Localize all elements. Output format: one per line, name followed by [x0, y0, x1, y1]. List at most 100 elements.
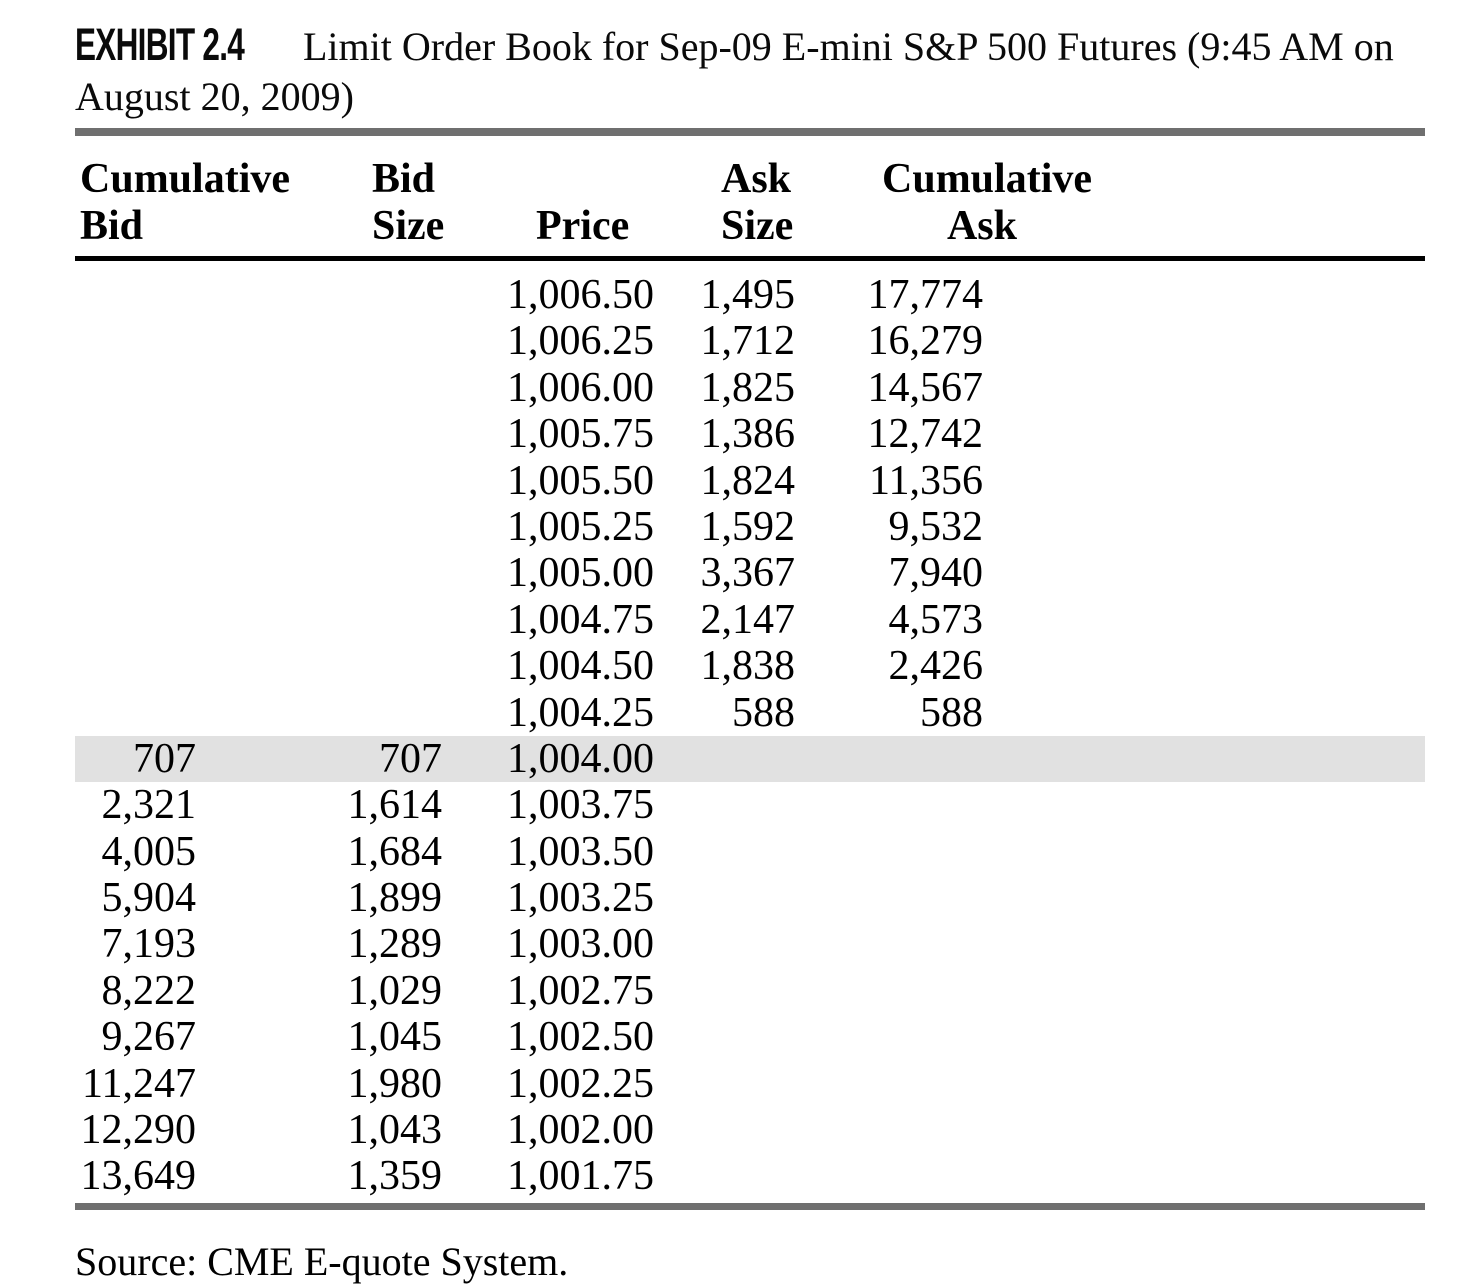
- bid-size-value: [196, 272, 442, 318]
- order-book-row: 1,004.75 2,147 4,573: [75, 597, 1425, 643]
- ask-size-value: [654, 1153, 795, 1199]
- bid-size-value: 1,029: [347, 967, 443, 1014]
- cumulative-ask-value: [795, 1107, 983, 1153]
- price-value: 1,002.50: [507, 1014, 654, 1061]
- ask-size-value: 1,495: [700, 272, 796, 318]
- price-value: 1,004.75: [507, 596, 654, 643]
- cumulative-bid-value: 4,005: [101, 828, 197, 875]
- order-book-rows: 1,006.50 1,495 17,774 1,006.25 1,712 16,…: [75, 272, 1425, 1200]
- ask-size-value: [654, 968, 795, 1014]
- cumulative-bid-value: [75, 411, 196, 457]
- bid-size-value: [196, 504, 442, 550]
- cumulative-ask-value: [795, 1014, 983, 1060]
- order-book-row: 1,006.50 1,495 17,774: [75, 272, 1425, 318]
- cumulative-bid-value: 707: [133, 735, 196, 782]
- price-value: 1,006.50: [507, 272, 654, 318]
- cumulative-ask-value: [795, 968, 983, 1014]
- cumulative-ask-value: [795, 921, 983, 967]
- bid-size-value: 1,980: [347, 1060, 443, 1107]
- order-book-row: 9,267 1,045 1,002.50: [75, 1014, 1425, 1060]
- column-header-line: Cumulative: [882, 156, 1092, 202]
- order-book-row: 1,005.50 1,824 11,356: [75, 458, 1425, 504]
- column-header-line: Size: [372, 203, 445, 249]
- order-book-row: 1,005.25 1,592 9,532: [75, 504, 1425, 550]
- order-book-row: 1,005.75 1,386 12,742: [75, 411, 1425, 457]
- order-book-row: 11,247 1,980 1,002.25: [75, 1061, 1425, 1107]
- bid-size-value: [196, 597, 442, 643]
- price-value: 1,001.75: [507, 1153, 654, 1200]
- cumulative-bid-value: [75, 504, 196, 550]
- ask-size-value: 1,386: [700, 411, 796, 458]
- bottom-divider-bar: [75, 1202, 1425, 1210]
- ask-size-value: [654, 1061, 795, 1107]
- column-header-bid-size: Bid Size: [372, 156, 444, 250]
- cumulative-ask-value: 7,940: [888, 550, 984, 597]
- ask-size-value: [654, 1014, 795, 1060]
- cumulative-ask-value: 588: [920, 689, 983, 736]
- cumulative-ask-value: [795, 1153, 983, 1199]
- price-value: 1,005.50: [507, 457, 654, 504]
- column-header-line: Price: [536, 203, 630, 249]
- ask-size-value: [654, 875, 795, 921]
- cumulative-ask-value: 17,774: [867, 272, 984, 318]
- bid-size-value: [196, 411, 442, 457]
- cumulative-bid-value: [75, 318, 196, 364]
- price-value: 1,003.50: [507, 828, 654, 875]
- order-book-row: 12,290 1,043 1,002.00: [75, 1107, 1425, 1153]
- cumulative-ask-value: 2,426: [888, 643, 984, 690]
- cumulative-ask-value: 9,532: [888, 503, 984, 550]
- bid-size-value: 1,043: [347, 1107, 443, 1154]
- cumulative-bid-value: 5,904: [101, 875, 197, 922]
- ask-size-value: 2,147: [700, 596, 796, 643]
- source-note: Source: CME E-quote System.: [75, 1238, 569, 1284]
- cumulative-bid-value: 11,247: [82, 1060, 196, 1107]
- bid-size-value: 1,614: [347, 782, 443, 829]
- ask-size-value: 1,838: [700, 643, 796, 690]
- cumulative-bid-value: [75, 365, 196, 411]
- bid-size-value: 1,289: [347, 921, 443, 968]
- exhibit-content: EXHIBIT 2.4 Limit Order Book for Sep-09 E…: [75, 20, 1427, 1287]
- column-header-line: Ask: [946, 203, 1018, 249]
- cumulative-ask-value: [795, 736, 983, 782]
- order-book-row: 7,193 1,289 1,003.00: [75, 921, 1425, 967]
- column-header-cumulative-bid: Cumulative Bid: [80, 156, 290, 250]
- bid-size-value: 1,899: [347, 875, 443, 922]
- cumulative-ask-value: 12,742: [867, 411, 984, 458]
- cumulative-ask-value: 4,573: [888, 596, 984, 643]
- header-rule: [75, 256, 1425, 261]
- price-value: 1,004.25: [507, 689, 654, 736]
- ask-size-value: 1,592: [700, 503, 796, 550]
- ask-size-value: [654, 829, 795, 875]
- column-header-line: Cumulative: [80, 156, 290, 202]
- cumulative-bid-value: [75, 643, 196, 689]
- ask-size-value: [654, 782, 795, 828]
- ask-size-value: 1,825: [700, 364, 796, 411]
- price-value: 1,002.25: [507, 1060, 654, 1107]
- price-value: 1,002.00: [507, 1107, 654, 1154]
- price-value: 1,006.00: [507, 364, 654, 411]
- price-value: 1,003.25: [507, 875, 654, 922]
- price-value: 1,005.75: [507, 411, 654, 458]
- column-header-line: Bid: [372, 156, 436, 202]
- cumulative-bid-value: 12,290: [80, 1107, 197, 1154]
- cumulative-bid-value: [75, 690, 196, 736]
- price-value: 1,002.75: [507, 967, 654, 1014]
- order-book-row: 1,004.50 1,838 2,426: [75, 643, 1425, 689]
- exhibit-label: EXHIBIT 2.4: [75, 20, 255, 72]
- order-book-row: 5,904 1,899 1,003.25: [75, 875, 1425, 921]
- column-header-line: Size: [721, 203, 794, 249]
- cumulative-ask-value: [795, 782, 983, 828]
- order-book-header-row: Cumulative Bid Bid Size Price Ask Size C…: [75, 136, 1427, 256]
- bid-size-value: [196, 365, 442, 411]
- cumulative-ask-value: 16,279: [867, 318, 984, 365]
- price-value: 1,005.25: [507, 503, 654, 550]
- order-book-row: 1,004.25 588 588: [75, 690, 1425, 736]
- cumulative-bid-value: 9,267: [101, 1014, 197, 1061]
- exhibit-title-text: Limit Order Book for Sep-09 E-mini S&P 5…: [75, 24, 1394, 119]
- bid-size-value: 1,045: [347, 1014, 443, 1061]
- ask-size-value: [654, 736, 795, 782]
- bid-size-value: 707: [379, 735, 442, 782]
- ask-size-value: 1,712: [700, 318, 796, 365]
- bid-size-value: [196, 550, 442, 596]
